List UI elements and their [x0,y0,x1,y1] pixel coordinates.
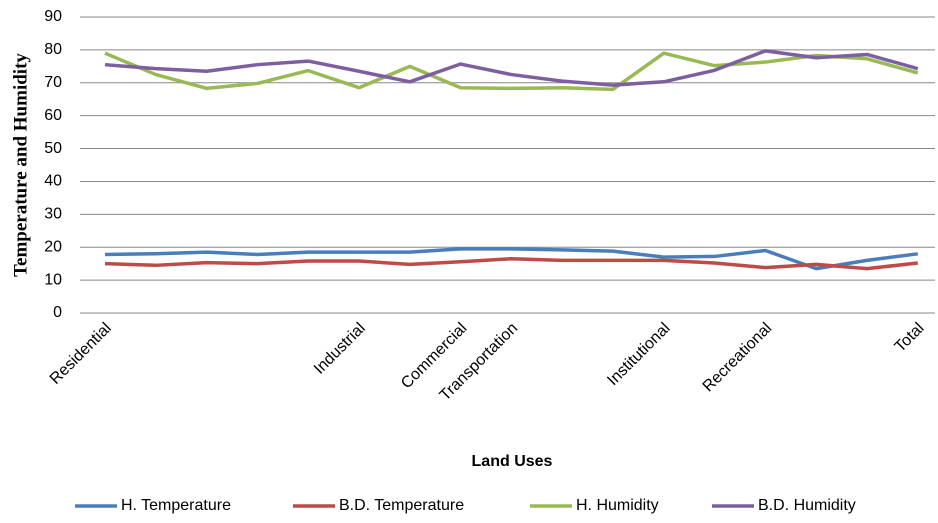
series-line [104,256,918,271]
y-tick-label: 10 [44,271,62,288]
y-tick-label: 30 [44,206,62,223]
x-tick-label: Institutional [604,320,673,389]
x-tick-label: Recreational [700,320,776,396]
x-tick-label: Residential [47,320,115,388]
y-tick-label: 0 [53,304,62,321]
y-tick-label: 60 [44,107,62,124]
y-axis-title: Temperature and Humidity [10,53,31,277]
y-tick-label: 20 [44,238,62,255]
series-line [104,51,919,92]
y-tick-label: 90 [44,8,62,25]
series-line [104,49,919,87]
legend-label: B.D. Temperature [339,497,464,514]
legend-label: H. Humidity [576,497,659,514]
y-tick-label: 40 [44,173,62,190]
y-tick-label: 50 [44,140,62,157]
x-tick-label: Industrial [311,320,369,378]
series-line [104,247,919,271]
legend-label: H. Temperature [121,497,231,514]
y-tick-label: 70 [44,74,62,91]
x-axis-title: Land Uses [472,453,553,470]
legend-label: B.D. Humidity [758,497,856,514]
y-tick-label: 80 [44,41,62,58]
x-tick-label: Total [892,320,928,356]
